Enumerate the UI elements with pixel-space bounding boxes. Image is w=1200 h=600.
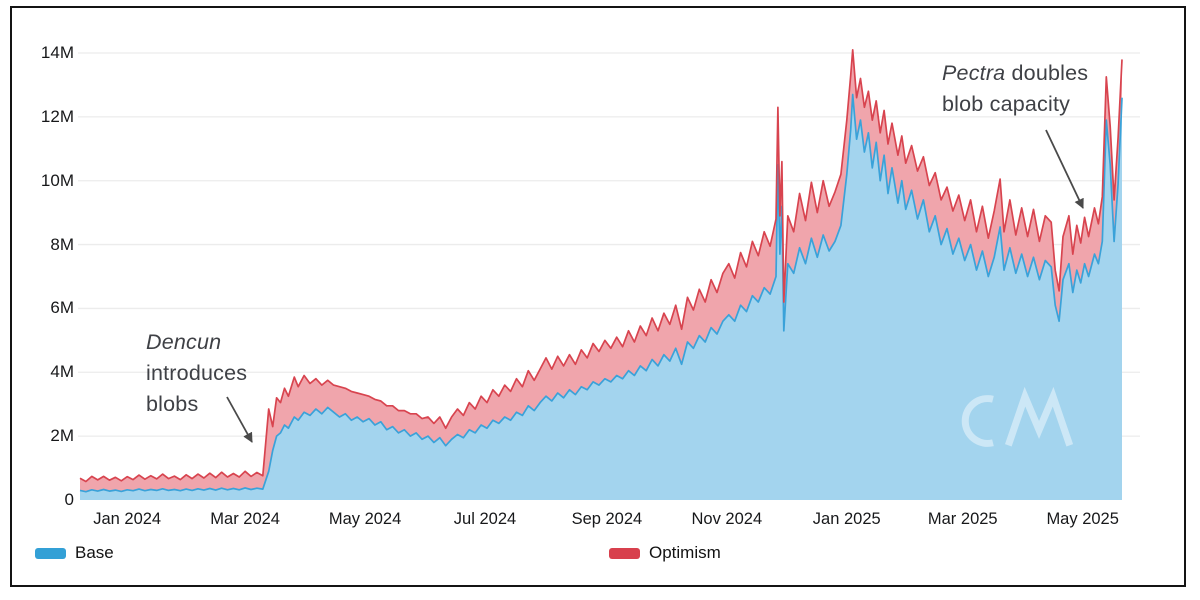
annotation-pectra-line2: blob capacity [942, 92, 1071, 116]
legend-item-base: Base [35, 542, 114, 564]
y-axis-tick-label: 10M [40, 170, 74, 190]
legend-item-optimism: Optimism [609, 542, 721, 564]
x-axis-tick-label: Jan 2024 [93, 510, 162, 528]
annotation-dencun-line2: introduces [146, 361, 248, 385]
annotation-dencun-line3: blobs [146, 392, 199, 416]
x-axis-tick-label: May 2024 [328, 510, 402, 528]
y-axis-tick-label: 14M [40, 43, 74, 62]
x-axis-tick-label: Mar 2024 [210, 510, 280, 528]
annotation-pectra: Pectra doubles blob capacity [942, 58, 1088, 120]
x-axis-tick-label: Sep 2024 [571, 510, 643, 528]
annotation-pectra-line1: Pectra doubles [942, 61, 1089, 85]
annotation-dencun-line1: Dencun [146, 330, 222, 354]
x-axis-tick-label: May 2025 [1046, 510, 1119, 528]
legend-swatch-base-icon [35, 547, 66, 559]
y-axis-tick-label: 6M [50, 298, 74, 318]
annotation-dencun: Dencun introduces blobs [146, 327, 247, 420]
y-axis-tick-label: 12M [40, 106, 74, 126]
x-axis-tick-label: Nov 2024 [691, 510, 763, 528]
y-axis-tick-label: 4M [50, 362, 74, 382]
x-axis-tick-label: Jan 2025 [812, 510, 881, 528]
x-axis-tick-label: Jul 2024 [453, 510, 517, 528]
y-axis-tick-label: 2M [50, 426, 74, 446]
x-axis-tick-label: Mar 2025 [927, 510, 998, 528]
y-axis-tick-label: 0 [64, 490, 74, 509]
legend-swatch-optimism-icon [609, 547, 640, 559]
legend-label-optimism: Optimism [649, 543, 721, 562]
y-axis-tick-label: 8M [50, 234, 74, 254]
legend-label-base: Base [75, 543, 114, 562]
